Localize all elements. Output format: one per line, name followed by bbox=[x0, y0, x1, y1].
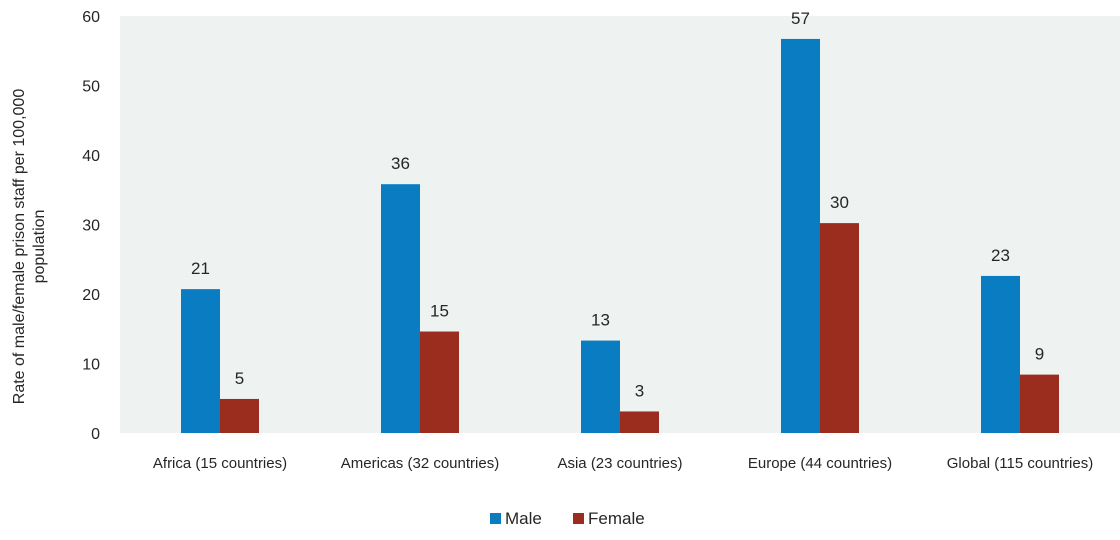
y-axis-title: Rate of male/female prison staff per 100… bbox=[11, 89, 48, 405]
data-label-male-3: 57 bbox=[791, 9, 810, 28]
x-category-label: Europe (44 countries) bbox=[748, 455, 892, 472]
y-tick-label: 20 bbox=[82, 287, 100, 304]
y-tick-label: 60 bbox=[82, 9, 100, 26]
data-label-male-2: 13 bbox=[591, 311, 610, 330]
bar-male-2 bbox=[581, 340, 620, 433]
bar-female-2 bbox=[620, 411, 659, 433]
data-label-male-0: 21 bbox=[191, 259, 210, 278]
x-category-label: Americas (32 countries) bbox=[341, 455, 499, 472]
bar-female-4 bbox=[1020, 374, 1059, 433]
x-category-label: Global (115 countries) bbox=[947, 455, 1093, 472]
legend-label-male: Male bbox=[505, 509, 542, 528]
bar-male-4 bbox=[981, 275, 1020, 433]
y-axis-ticks: 0 10 20 30 40 50 60 bbox=[82, 9, 100, 443]
y-tick-label: 30 bbox=[82, 218, 100, 235]
bars bbox=[181, 38, 1059, 434]
y-tick-label: 50 bbox=[82, 79, 100, 96]
y-tick-label: 0 bbox=[91, 426, 100, 443]
bar-female-3 bbox=[820, 223, 859, 433]
data-label-male-4: 23 bbox=[991, 246, 1010, 265]
data-label-female-3: 30 bbox=[830, 193, 849, 212]
legend-swatch-female bbox=[573, 513, 584, 524]
bar-female-0 bbox=[220, 398, 259, 433]
bar-female-1 bbox=[420, 331, 459, 433]
y-axis-title-line-2: population bbox=[31, 210, 48, 284]
y-axis-title-line-1: Rate of male/female prison staff per 100… bbox=[11, 89, 28, 405]
data-label-female-0: 5 bbox=[235, 369, 244, 388]
data-labels: 21 5 36 15 13 3 57 30 23 9 bbox=[191, 9, 1044, 401]
bar-male-3 bbox=[781, 38, 820, 434]
x-category-label: Africa (15 countries) bbox=[153, 455, 287, 472]
data-label-female-1: 15 bbox=[430, 302, 449, 321]
legend: Male Female bbox=[490, 509, 645, 528]
data-label-female-2: 3 bbox=[635, 381, 644, 400]
data-label-female-4: 9 bbox=[1035, 345, 1044, 364]
bar-male-1 bbox=[381, 184, 420, 433]
legend-swatch-male bbox=[490, 513, 501, 524]
x-category-label: Asia (23 countries) bbox=[557, 455, 682, 472]
legend-label-female: Female bbox=[588, 509, 645, 528]
y-tick-label: 40 bbox=[82, 148, 100, 165]
y-tick-label: 10 bbox=[82, 357, 100, 374]
x-axis-labels: Africa (15 countries) Americas (32 countr… bbox=[153, 455, 1093, 472]
data-label-male-1: 36 bbox=[391, 154, 410, 173]
bar-male-0 bbox=[181, 289, 220, 433]
